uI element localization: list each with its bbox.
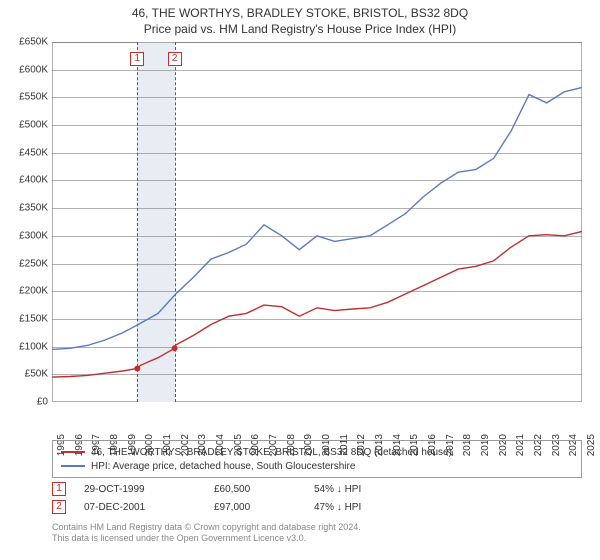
sale-marker: 1	[130, 52, 144, 66]
y-tick-label: £150K	[4, 313, 48, 324]
series-line	[52, 231, 582, 377]
footer-note: Contains HM Land Registry data © Crown c…	[52, 522, 582, 545]
x-tick-label: 2025	[586, 434, 597, 456]
y-tick-label: £550K	[4, 92, 48, 103]
sale-dot	[134, 366, 140, 372]
legend-row: 46, THE WORTHYS, BRADLEY STOKE, BRISTOL,…	[61, 445, 573, 459]
y-tick-label: £400K	[4, 175, 48, 186]
sale-date: 07-DEC-2001	[84, 502, 214, 513]
chart-title-block: 46, THE WORTHYS, BRADLEY STOKE, BRISTOL,…	[0, 0, 600, 36]
line-series	[52, 42, 582, 402]
legend-swatch	[61, 465, 85, 467]
y-tick-label: £350K	[4, 203, 48, 214]
y-tick-label: £50K	[4, 369, 48, 380]
sale-hpi: 47% ↓ HPI	[314, 502, 582, 513]
sale-date: 29-OCT-1999	[84, 484, 214, 495]
legend: 46, THE WORTHYS, BRADLEY STOKE, BRISTOL,…	[52, 440, 582, 478]
sale-dot	[172, 345, 178, 351]
legend-row: HPI: Average price, detached house, Sout…	[61, 459, 573, 473]
footer-line: Contains HM Land Registry data © Crown c…	[52, 522, 582, 533]
sale-marker: 2	[168, 52, 182, 66]
sales-table: 1 29-OCT-1999 £60,500 54% ↓ HPI 2 07-DEC…	[52, 480, 582, 516]
sale-row: 2 07-DEC-2001 £97,000 47% ↓ HPI	[52, 498, 582, 516]
sale-price: £60,500	[214, 484, 314, 495]
chart-plot-area: 12	[52, 42, 582, 402]
y-tick-label: £650K	[4, 37, 48, 48]
y-tick-label: £500K	[4, 120, 48, 131]
series-line	[52, 87, 582, 349]
sale-hpi: 54% ↓ HPI	[314, 484, 582, 495]
y-tick-label: £600K	[4, 64, 48, 75]
y-tick-label: £250K	[4, 258, 48, 269]
y-tick-label: £450K	[4, 147, 48, 158]
footer-line: This data is licensed under the Open Gov…	[52, 533, 582, 544]
chart-subtitle: Price paid vs. HM Land Registry's House …	[0, 22, 600, 36]
y-tick-label: £0	[4, 397, 48, 408]
legend-swatch	[61, 451, 85, 453]
y-tick-label: £300K	[4, 230, 48, 241]
legend-label: 46, THE WORTHYS, BRADLEY STOKE, BRISTOL,…	[91, 447, 452, 458]
legend-label: HPI: Average price, detached house, Sout…	[91, 461, 355, 472]
sale-price: £97,000	[214, 502, 314, 513]
sale-num-box: 2	[52, 500, 66, 514]
y-tick-label: £100K	[4, 341, 48, 352]
chart-title: 46, THE WORTHYS, BRADLEY STOKE, BRISTOL,…	[0, 6, 600, 20]
sale-num-box: 1	[52, 482, 66, 496]
sale-row: 1 29-OCT-1999 £60,500 54% ↓ HPI	[52, 480, 582, 498]
y-tick-label: £200K	[4, 286, 48, 297]
